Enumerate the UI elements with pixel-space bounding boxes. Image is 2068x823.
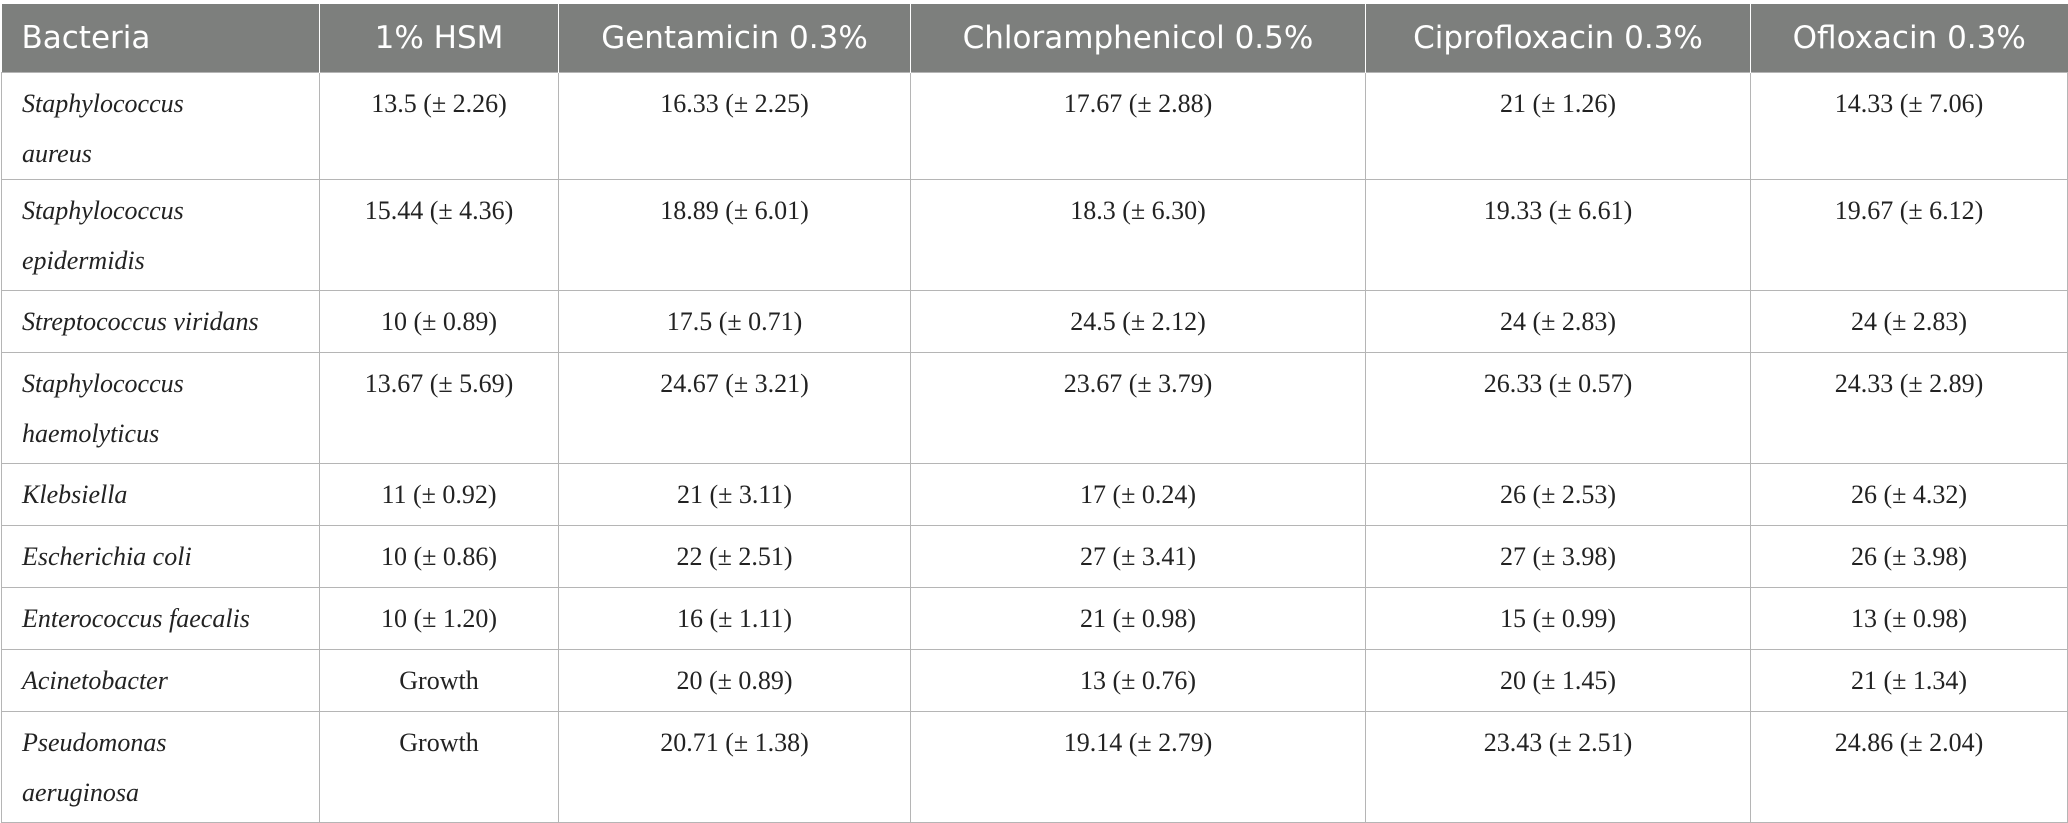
table-row: Acinetobacter Growth 20 (± 0.89) 13 (± 0.76… — [1, 649, 2068, 712]
value-cell: 26.33 (± 0.57) — [1365, 352, 1751, 464]
table-body: Staphylococcus aureus 13.5 (± 2.26) 16.33 … — [1, 72, 2068, 823]
table-row: Escherichia coli 10 (± 0.86) 22 (± 2.51) 27… — [1, 525, 2068, 588]
bacteria-cell: Pseudomonas aeruginosa — [1, 711, 320, 823]
bacteria-cell: Staphylococcus haemolyticus — [1, 352, 320, 464]
bacteria-cell: Streptococcus viridans — [1, 290, 320, 353]
header-cell: 1% HSM — [319, 4, 559, 73]
value-cell: 17.67 (± 2.88) — [910, 72, 1366, 180]
header-cell: Ofloxacin 0.3% — [1750, 4, 2068, 73]
header-cell: Bacteria — [1, 4, 320, 73]
table-row: Staphylococcus epidermidis 15.44 (± 4.36)… — [1, 179, 2068, 291]
value-cell: 10 (± 0.86) — [319, 525, 559, 588]
value-cell: 20 (± 1.45) — [1365, 649, 1751, 712]
value-cell: 22 (± 2.51) — [558, 525, 911, 588]
value-cell: 20 (± 0.89) — [558, 649, 911, 712]
header-cell: Chloramphenicol 0.5% — [910, 4, 1366, 73]
bacteria-cell: Staphylococcus aureus — [1, 72, 320, 180]
value-cell: 19.33 (± 6.61) — [1365, 179, 1751, 291]
value-cell: 18.89 (± 6.01) — [558, 179, 911, 291]
table-row: Klebsiella 11 (± 0.92) 21 (± 3.11) 17 (± 0.… — [1, 463, 2068, 526]
value-cell: 24 (± 2.83) — [1365, 290, 1751, 353]
value-cell: 17 (± 0.24) — [910, 463, 1366, 526]
table-row: Streptococcus viridans 10 (± 0.89) 17.5 (±… — [1, 290, 2068, 353]
value-cell: 21 (± 1.34) — [1750, 649, 2068, 712]
value-cell: 13 (± 0.76) — [910, 649, 1366, 712]
value-cell: 21 (± 1.26) — [1365, 72, 1751, 180]
value-cell: 23.43 (± 2.51) — [1365, 711, 1751, 823]
value-cell: 24.5 (± 2.12) — [910, 290, 1366, 353]
value-cell: 23.67 (± 3.79) — [910, 352, 1366, 464]
header-cell: Gentamicin 0.3% — [558, 4, 911, 73]
table-row: Pseudomonas aeruginosa Growth 20.71 (± 1.3… — [1, 711, 2068, 823]
bacteria-cell: Staphylococcus epidermidis — [1, 179, 320, 291]
value-cell: 19.67 (± 6.12) — [1750, 179, 2068, 291]
value-cell: 19.14 (± 2.79) — [910, 711, 1366, 823]
value-cell: 24.67 (± 3.21) — [558, 352, 911, 464]
value-cell: 17.5 (± 0.71) — [558, 290, 911, 353]
bacteria-cell: Acinetobacter — [1, 649, 320, 712]
value-cell: 14.33 (± 7.06) — [1750, 72, 2068, 180]
value-cell: 27 (± 3.98) — [1365, 525, 1751, 588]
value-cell: Growth — [319, 649, 559, 712]
table-row: Staphylococcus aureus 13.5 (± 2.26) 16.33 … — [1, 72, 2068, 180]
value-cell: 13.67 (± 5.69) — [319, 352, 559, 464]
value-cell: 11 (± 0.92) — [319, 463, 559, 526]
value-cell: 24.86 (± 2.04) — [1750, 711, 2068, 823]
table-row: Enterococcus faecalis 10 (± 1.20) 16 (± 1.… — [1, 587, 2068, 650]
header-cell: Ciprofloxacin 0.3% — [1365, 4, 1751, 73]
value-cell: 21 (± 0.98) — [910, 587, 1366, 650]
value-cell: 26 (± 4.32) — [1750, 463, 2068, 526]
value-cell: 24 (± 2.83) — [1750, 290, 2068, 353]
value-cell: 15.44 (± 4.36) — [319, 179, 559, 291]
value-cell: 20.71 (± 1.38) — [558, 711, 911, 823]
value-cell: 24.33 (± 2.89) — [1750, 352, 2068, 464]
value-cell: 13.5 (± 2.26) — [319, 72, 559, 180]
bacteria-cell: Enterococcus faecalis — [1, 587, 320, 650]
value-cell: 26 (± 2.53) — [1365, 463, 1751, 526]
value-cell: 10 (± 1.20) — [319, 587, 559, 650]
value-cell: 21 (± 3.11) — [558, 463, 911, 526]
value-cell: 16 (± 1.11) — [558, 587, 911, 650]
value-cell: 26 (± 3.98) — [1750, 525, 2068, 588]
value-cell: 13 (± 0.98) — [1750, 587, 2068, 650]
value-cell: Growth — [319, 711, 559, 823]
value-cell: 16.33 (± 2.25) — [558, 72, 911, 180]
bacteria-cell: Klebsiella — [1, 463, 320, 526]
page: Bacteria 1% HSM Gentamicin 0.3% Chloramphen… — [0, 4, 2068, 823]
value-cell: 18.3 (± 6.30) — [910, 179, 1366, 291]
value-cell: 10 (± 0.89) — [319, 290, 559, 353]
table-row: Staphylococcus haemolyticus 13.67 (± 5.69… — [1, 352, 2068, 464]
results-table: Bacteria 1% HSM Gentamicin 0.3% Chloramphen… — [1, 4, 2068, 823]
bacteria-cell: Escherichia coli — [1, 525, 320, 588]
header-row: Bacteria 1% HSM Gentamicin 0.3% Chloramphen… — [1, 4, 2068, 73]
value-cell: 15 (± 0.99) — [1365, 587, 1751, 650]
value-cell: 27 (± 3.41) — [910, 525, 1366, 588]
